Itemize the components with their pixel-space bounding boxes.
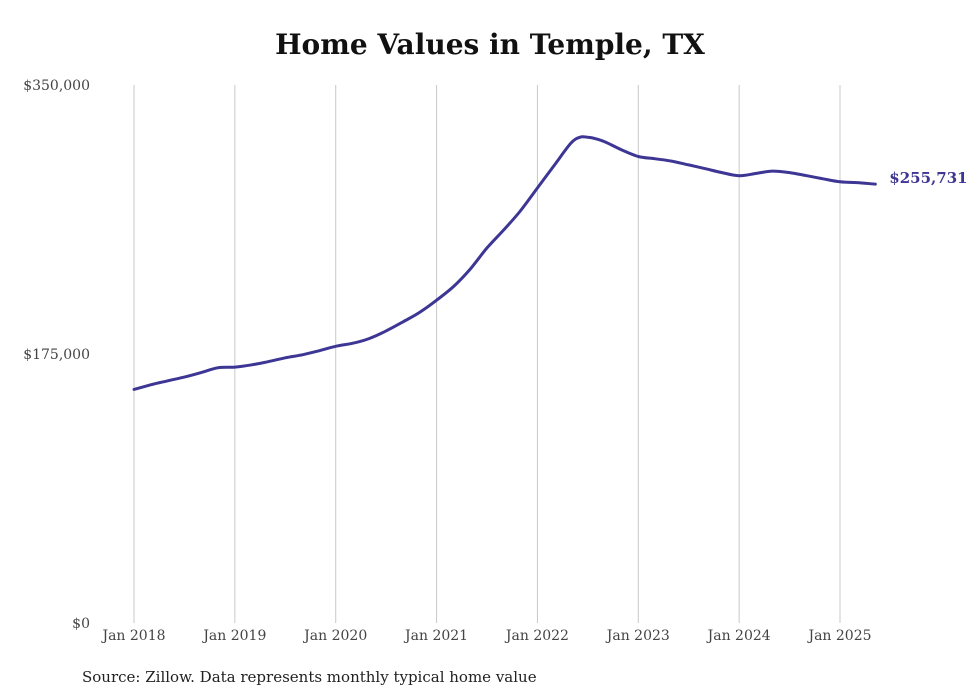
x-tick-label: Jan 2024 (706, 628, 771, 644)
y-axis-ticks: $0 $175,000 $350,000 (23, 78, 90, 632)
x-tick-label: Jan 2018 (100, 628, 165, 644)
y-tick-label: $175,000 (23, 347, 90, 363)
x-tick-label: Jan 2021 (403, 628, 468, 644)
source-note: Source: Zillow. Data represents monthly … (82, 668, 537, 686)
x-axis-ticks: Jan 2018 Jan 2019 Jan 2020 Jan 2021 Jan 2022… (100, 628, 871, 644)
x-tick-label: Jan 2020 (302, 628, 367, 644)
series-group (132, 135, 877, 391)
gridlines (133, 85, 841, 623)
home-value-line (132, 135, 877, 391)
y-tick-label: $0 (72, 616, 90, 632)
x-tick-label: Jan 2023 (605, 628, 670, 644)
end-value-label: $255,731 (889, 169, 967, 187)
x-tick-label: Jan 2022 (504, 628, 569, 644)
y-tick-label: $350,000 (23, 78, 90, 94)
chart-title: Home Values in Temple, TX (275, 28, 705, 61)
x-tick-label: Jan 2019 (201, 628, 266, 644)
x-tick-label: Jan 2025 (806, 628, 871, 644)
